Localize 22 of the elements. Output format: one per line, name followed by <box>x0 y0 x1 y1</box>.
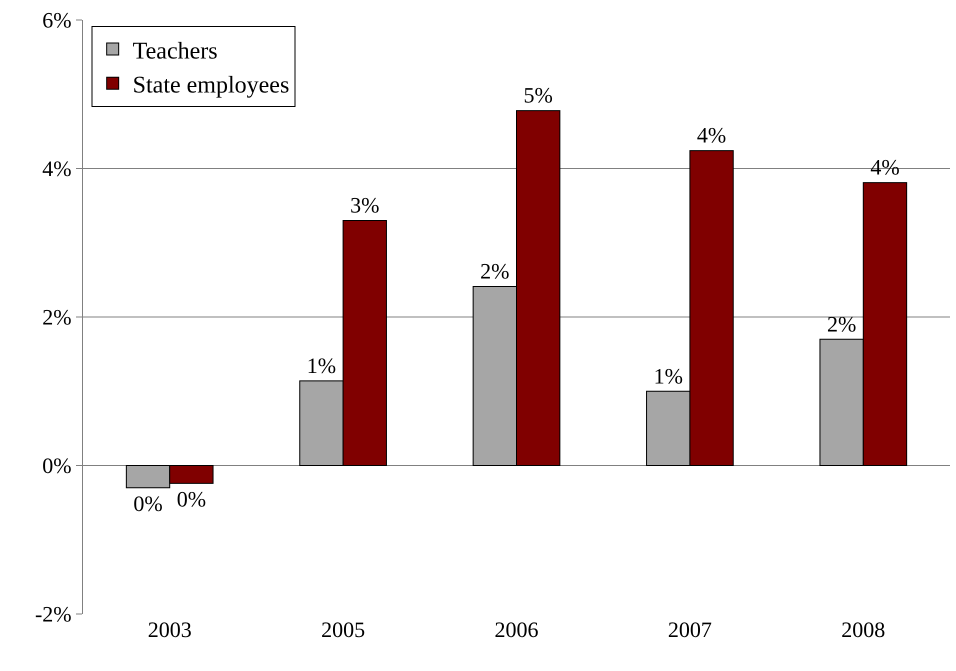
x-tick-label: 2007 <box>668 617 712 642</box>
data-label: 4% <box>870 154 900 180</box>
data-label: 1% <box>654 363 683 388</box>
data-label: 5% <box>524 82 553 108</box>
y-tick-label: 6% <box>42 8 72 33</box>
x-tick-label: 2006 <box>494 617 538 642</box>
y-tick-label: 0% <box>42 453 72 478</box>
y-tick-label: 2% <box>42 304 72 330</box>
legend-label: State employees <box>132 72 290 99</box>
x-tick-label: 2003 <box>148 617 192 642</box>
data-label: 4% <box>696 122 726 148</box>
data-label: 0% <box>133 490 163 516</box>
legend-label: Teachers <box>132 38 218 64</box>
data-label: 3% <box>350 192 380 218</box>
data-label: 2% <box>480 258 510 284</box>
y-tick-label: -2% <box>34 602 72 627</box>
x-tick-label: 2008 <box>841 617 886 642</box>
y-tick-label: 4% <box>42 156 72 182</box>
data-label: 0% <box>176 486 206 512</box>
data-label: 1% <box>306 352 336 378</box>
data-label: 2% <box>826 311 856 336</box>
x-tick-label: 2005 <box>321 617 366 642</box>
